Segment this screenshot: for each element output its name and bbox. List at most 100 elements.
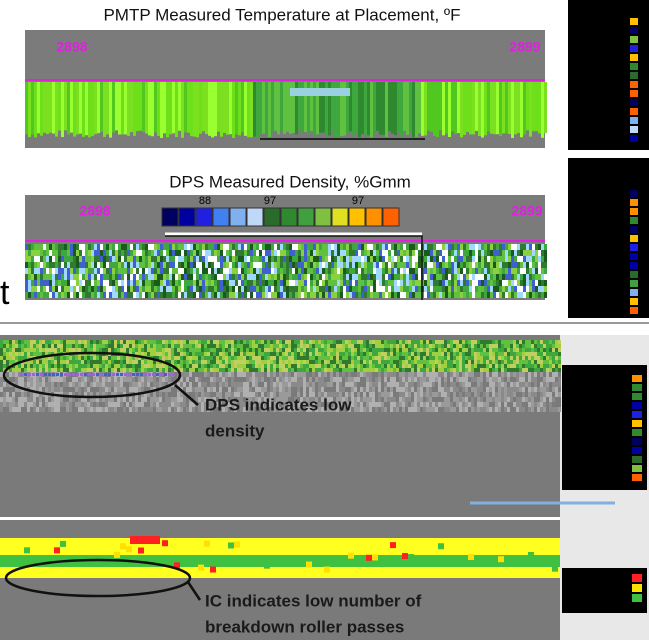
cell [459,360,462,364]
stripe [520,82,523,138]
cell [129,364,132,368]
cell [225,352,228,356]
cell [72,387,75,392]
cell [135,402,138,407]
cell [370,268,373,274]
cell [117,364,120,368]
cell [399,356,402,360]
cell [291,356,294,360]
cell [201,382,204,387]
cell [3,397,6,402]
cell [259,250,262,256]
cell [450,360,453,364]
cell [255,407,258,412]
cell [498,368,501,372]
cell [337,262,340,268]
cell [274,286,277,292]
cell [339,340,342,344]
cell [420,352,423,356]
cell [406,262,409,268]
cell [127,250,130,256]
cell [94,262,97,268]
cell [283,262,286,268]
cell [54,340,57,344]
cell [546,382,549,387]
cell [259,256,262,262]
cell [171,356,174,360]
cell [552,392,555,397]
cell [115,262,118,268]
cell [297,348,300,352]
cell [25,262,28,268]
cell [216,356,219,360]
cell [424,286,427,292]
cell [414,344,417,348]
cell [451,286,454,292]
cell [81,368,84,372]
cell [234,364,237,368]
cell [249,340,252,344]
cell [456,356,459,360]
cell [261,348,264,352]
cell [276,382,279,387]
cell [319,280,322,286]
cell [487,292,490,298]
cell [276,352,279,356]
cell [312,340,315,344]
cell [432,392,435,397]
cell [327,407,330,412]
cell [499,256,502,262]
cell [238,268,241,274]
cell [139,268,142,274]
cell [30,407,33,412]
cell [271,268,274,274]
cell [60,360,63,364]
cell [462,372,465,377]
cell [424,280,427,286]
cell [438,372,441,377]
cell [159,352,162,356]
cell [519,397,522,402]
cell [220,262,223,268]
cell [294,348,297,352]
cell [93,387,96,392]
cell [52,244,55,250]
cell [70,274,73,280]
cell [312,402,315,407]
cell [213,352,216,356]
cell [315,402,318,407]
cell [334,250,337,256]
cell [204,368,207,372]
cell [378,344,381,348]
cell [330,352,333,356]
stripe [328,82,331,136]
cell [270,356,273,360]
cell [423,356,426,360]
cell [381,397,384,402]
cell [30,364,33,368]
cell [387,364,390,368]
cell [366,387,369,392]
cell [283,292,286,298]
cell [298,262,301,268]
cell [36,377,39,382]
cell [63,348,66,352]
cell [385,274,388,280]
cell [42,364,45,368]
cell [414,407,417,412]
cell [54,377,57,382]
cell [264,402,267,407]
cell [423,377,426,382]
cell [246,364,249,368]
cell [228,382,231,387]
cell [489,340,492,344]
cell [427,280,430,286]
cell [415,256,418,262]
cell [357,368,360,372]
cell [423,368,426,372]
cell [423,352,426,356]
cell [120,340,123,344]
cell [264,377,267,382]
cell [528,372,531,377]
cell [354,356,357,360]
